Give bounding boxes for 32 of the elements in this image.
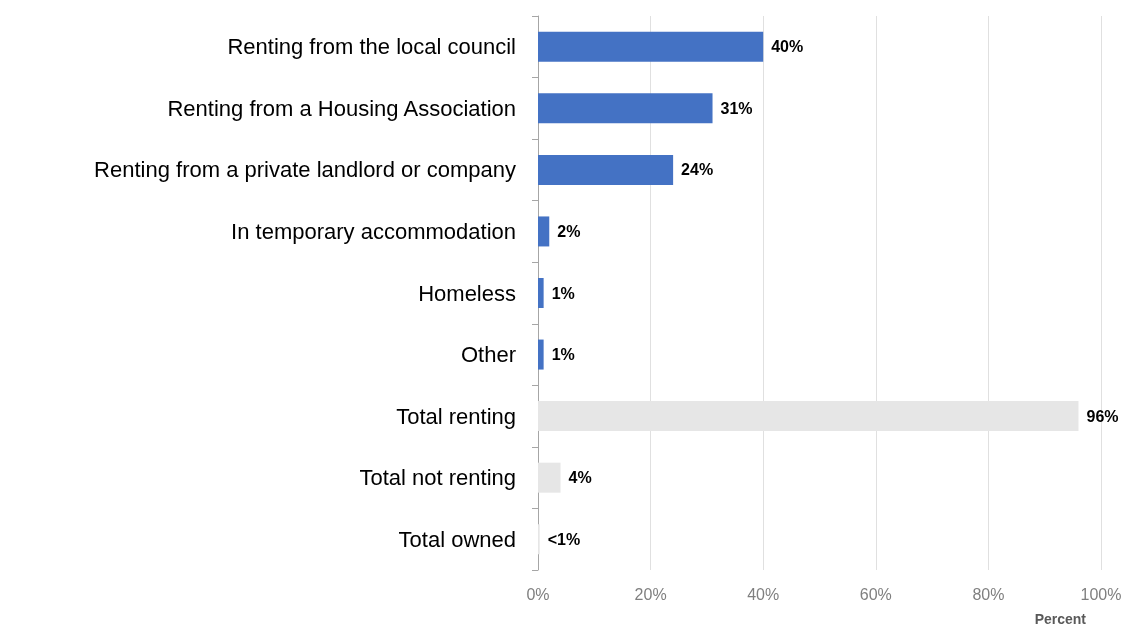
y-tick-label: Renting from a Housing Association (167, 95, 516, 121)
y-tick-label: Total not renting (359, 465, 516, 491)
bar (538, 339, 544, 370)
bar (538, 216, 550, 247)
y-tick-label: Total renting (396, 403, 516, 429)
y-tick-label: Homeless (418, 280, 516, 306)
x-axis-title: Percent (1034, 611, 1087, 626)
data-label: 40% (771, 38, 804, 56)
y-tick-label: Renting from a private landlord or company (94, 157, 516, 183)
bar (538, 278, 544, 308)
y-tick-label: In temporary accommodation (231, 218, 516, 244)
data-label: 1% (551, 284, 575, 302)
data-label: 1% (551, 346, 575, 364)
y-tick-label: Other (460, 342, 516, 368)
x-tick-label: 60% (859, 585, 892, 603)
y-tick-label: Total owned (398, 526, 516, 552)
x-tick-label: 20% (634, 585, 667, 603)
bar (538, 154, 674, 185)
x-tick-label: 100% (1080, 585, 1122, 603)
bar (538, 462, 561, 493)
bar (538, 31, 764, 62)
data-label: 2% (557, 222, 581, 240)
data-label: 96% (1086, 407, 1119, 425)
x-tick-label: 0% (526, 585, 550, 603)
data-label: 4% (568, 469, 592, 487)
data-label: <1% (547, 530, 581, 548)
data-label: 24% (681, 161, 714, 179)
x-tick-label: 80% (972, 585, 1005, 603)
x-tick-label: 40% (747, 585, 780, 603)
bar (538, 93, 713, 124)
y-tick-label: Renting from the local council (227, 34, 516, 60)
data-label: 31% (720, 99, 753, 117)
